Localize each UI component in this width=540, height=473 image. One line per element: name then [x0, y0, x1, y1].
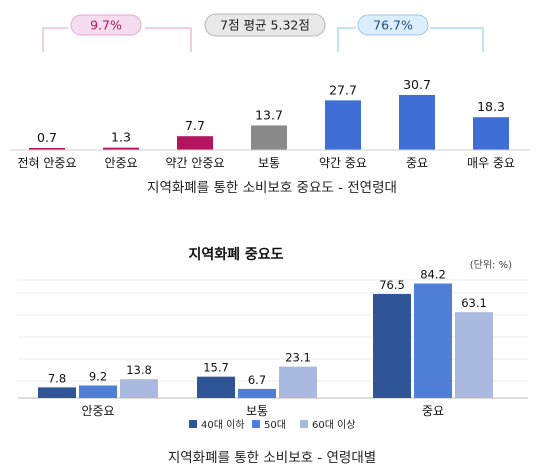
unit-label: (단위: %) [470, 258, 512, 271]
bar [120, 379, 158, 398]
category-label: 중요 [406, 156, 428, 170]
chart-caption: 지역화폐를 통한 소비보호 중요도 - 전연령대 [147, 180, 397, 196]
value-label: 23.1 [285, 351, 311, 365]
chart-caption: 지역화폐를 통한 소비보호 - 연령대별 [168, 450, 376, 466]
value-label: 63.1 [461, 296, 487, 310]
average-label: 7점 평균 5.32점 [220, 18, 310, 33]
legend-swatch [189, 420, 197, 428]
negative-group-pill [70, 14, 142, 36]
bar [29, 148, 65, 150]
bar [473, 117, 509, 150]
value-label: 84.2 [420, 267, 446, 281]
chart-title: 지역화폐 중요도 [188, 246, 283, 263]
legend-swatch [252, 420, 260, 428]
bar [251, 125, 287, 150]
category-label: 보통 [258, 156, 280, 170]
category-label: 약간 중요 [319, 155, 367, 170]
positive-group-pill [357, 14, 429, 36]
category-label: 보통 [246, 404, 268, 418]
negative-bracket [42, 27, 192, 52]
value-label: 9.2 [89, 369, 107, 383]
bar [279, 366, 317, 398]
bar [373, 293, 411, 398]
legend-label: 50대 [264, 419, 286, 431]
category-label: 중요 [422, 404, 444, 418]
chart-by-age: 지역화폐 중요도 (단위: %) 7.8 9.2 13.8 15.7 6.7 23.1 76… [18, 246, 528, 466]
value-label: 18.3 [477, 99, 505, 114]
category-label: 전혀 안중요 [17, 156, 76, 170]
value-label: 7.7 [185, 118, 205, 133]
bar [197, 376, 235, 398]
bar [38, 387, 76, 398]
positive-bracket [337, 27, 484, 52]
value-label: 13.8 [126, 363, 152, 377]
bar [238, 388, 276, 398]
category-label: 약간 안중요 [165, 155, 224, 170]
value-label: 27.7 [329, 82, 357, 97]
bar [177, 136, 213, 150]
category-label: 안중요 [104, 156, 137, 170]
category-label: 안중요 [81, 404, 114, 418]
bar [325, 100, 361, 150]
bar [103, 147, 139, 150]
value-label: 76.5 [379, 278, 405, 292]
value-label: 6.7 [248, 373, 266, 387]
bar [414, 283, 452, 398]
bar [399, 95, 435, 150]
negative-group-label: 9.7% [90, 18, 122, 33]
category-label: 매우 중요 [467, 156, 515, 170]
legend-label: 60대 이상 [312, 419, 356, 431]
legend-label: 40대 이하 [201, 418, 245, 431]
value-label: 0.7 [37, 130, 57, 145]
value-label: 13.7 [255, 107, 283, 122]
bar [79, 385, 117, 398]
bar [455, 312, 493, 398]
value-label: 1.3 [111, 130, 131, 145]
legend-swatch [300, 420, 308, 428]
average-pill [204, 13, 326, 37]
value-label: 30.7 [403, 77, 431, 92]
chart-all-ages: 9.7% 7점 평균 5.32점 76.7% 0.7 전혀 안중요 1.3 안중요 7.… [10, 13, 530, 196]
value-label: 7.8 [48, 371, 66, 385]
value-label: 15.7 [203, 361, 229, 375]
positive-group-label: 76.7% [373, 18, 413, 33]
